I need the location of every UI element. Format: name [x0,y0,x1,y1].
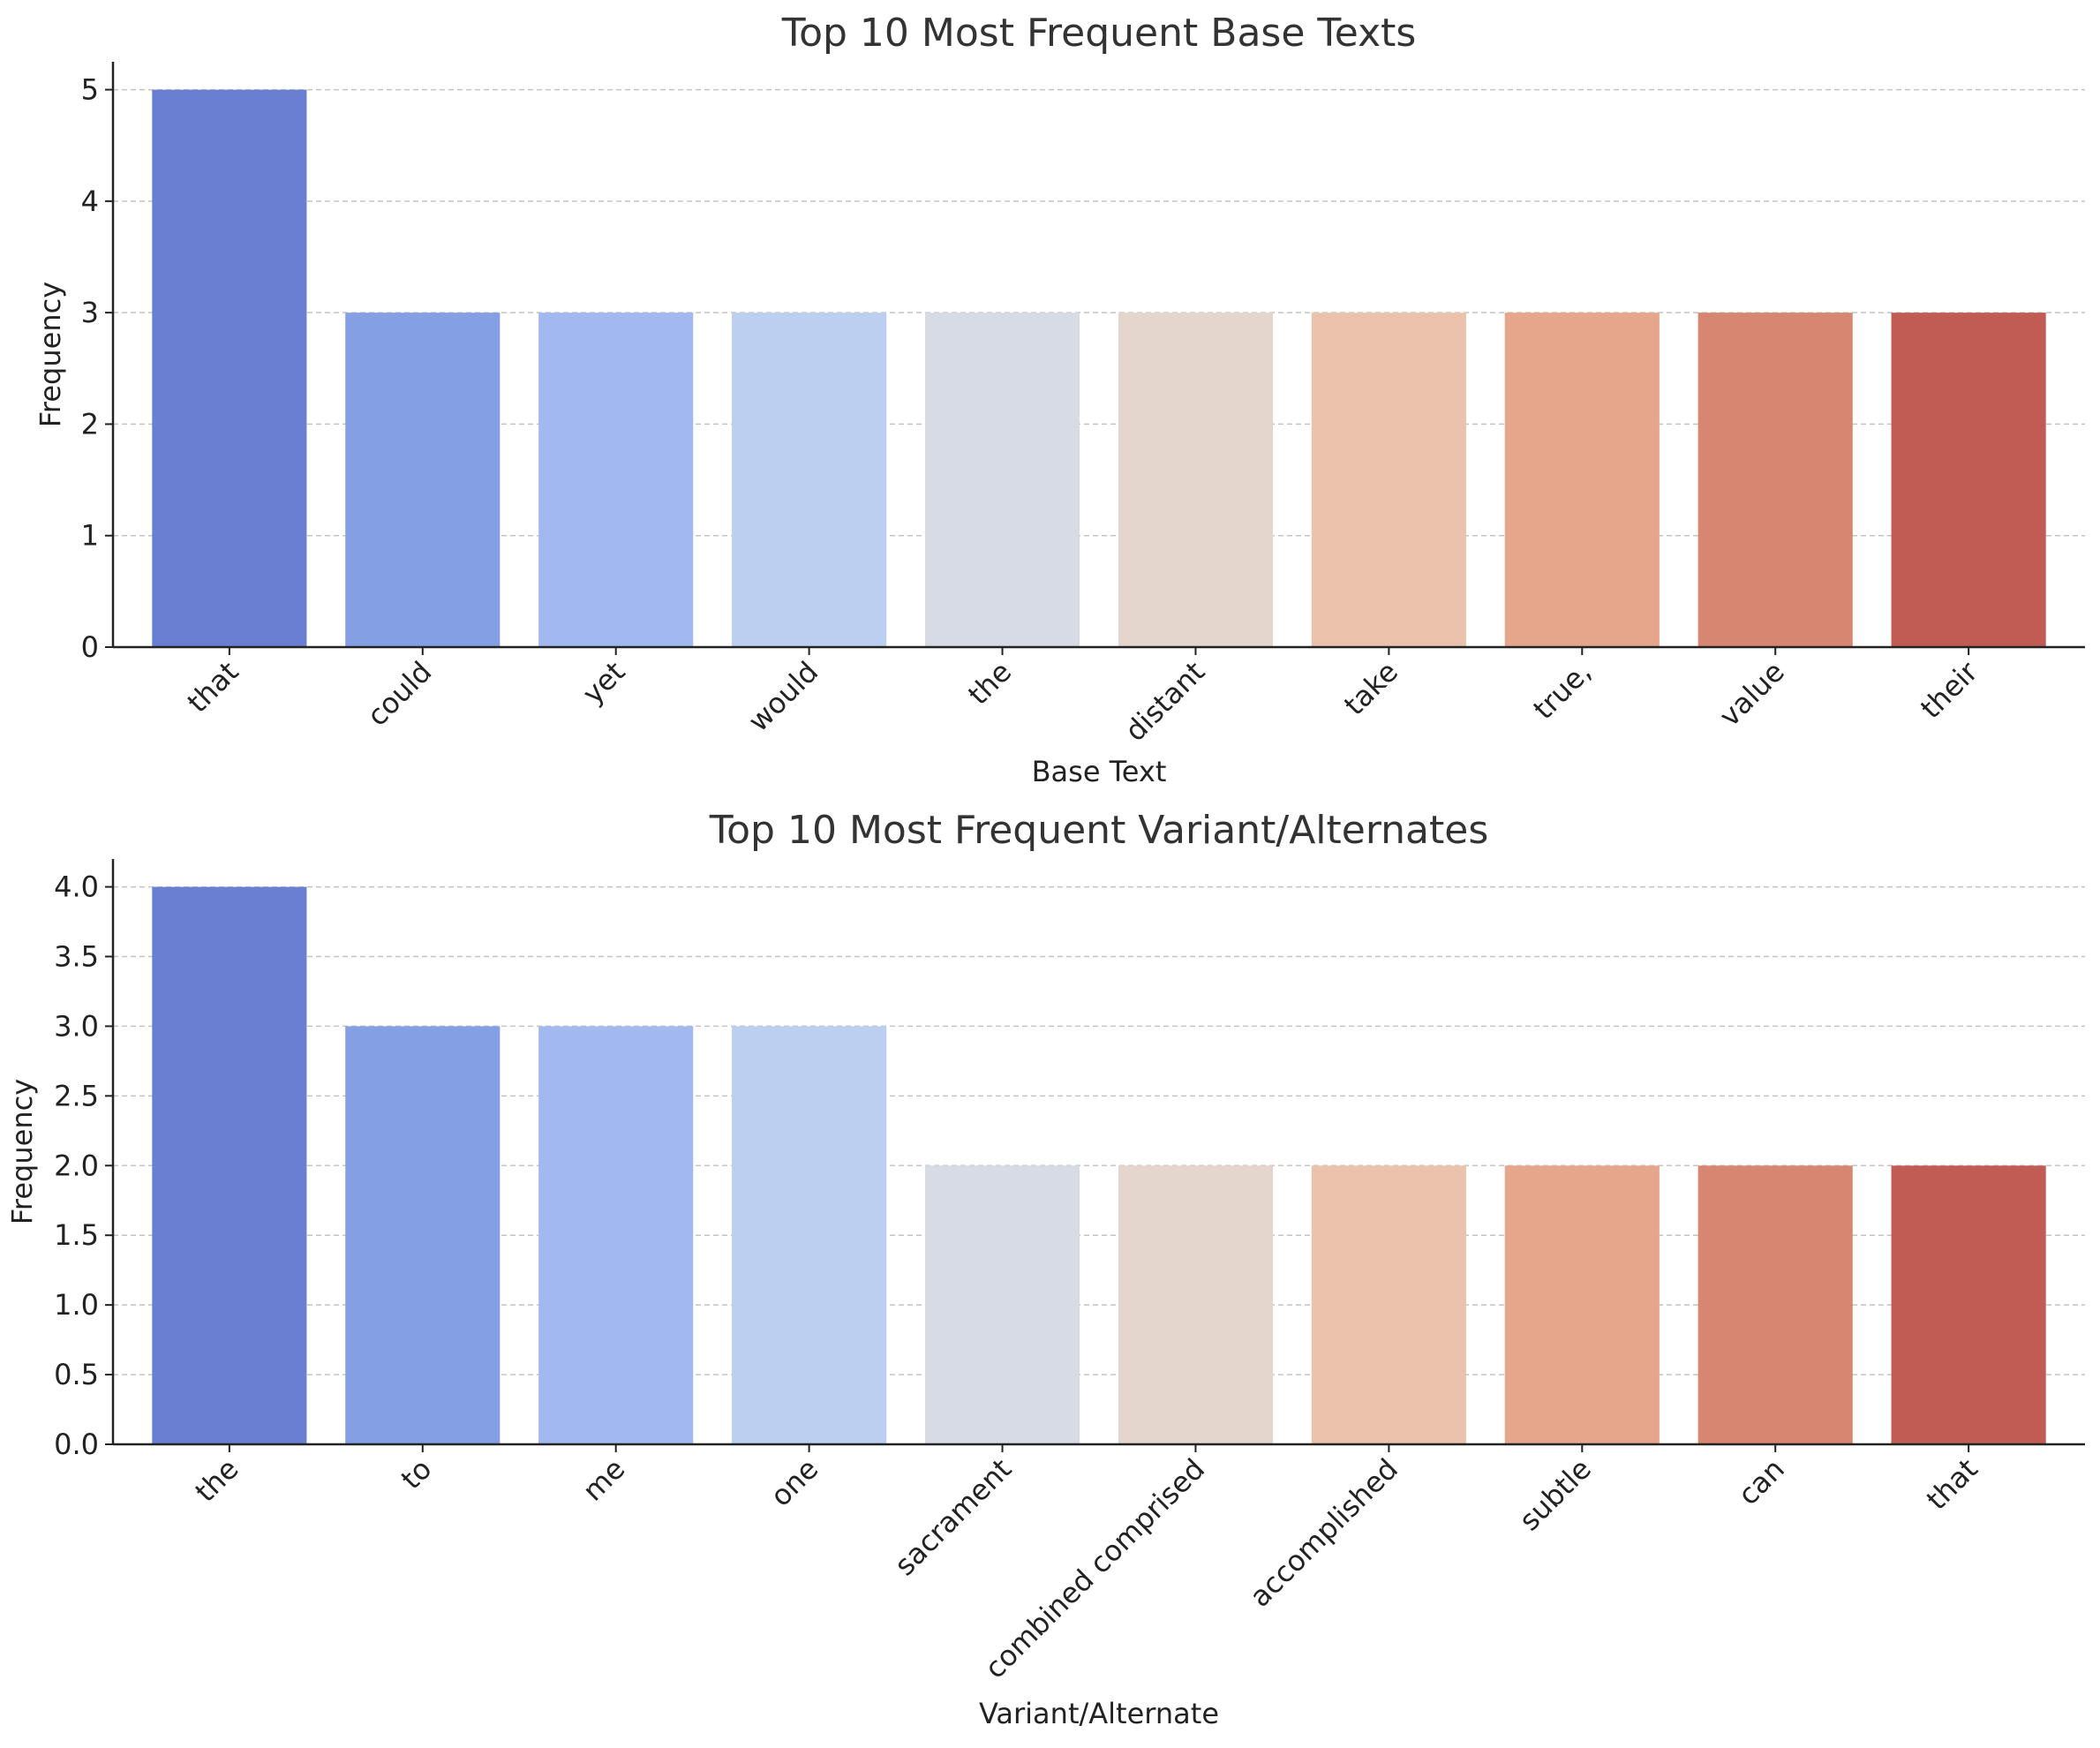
bar-can [1697,1165,1853,1444]
bar-value [1697,313,1853,647]
chart-title: Top 10 Most Frequent Variant/Alternates [709,808,1489,853]
bar-me [538,1026,694,1444]
x-tick-label: one [764,1452,824,1513]
y-tick-label: 1.5 [54,1218,99,1252]
y-tick-label: 1.0 [54,1288,99,1322]
x-tick-label: take [1337,655,1404,722]
x-tick-label: could [360,655,438,733]
x-tick-label: to [395,1452,439,1496]
y-tick-label: 3 [81,296,99,329]
bar-that [1891,1165,2046,1444]
x-axis-label: Variant/Alternate [979,1697,1219,1730]
bar-their [1891,313,2046,647]
bar-that [152,89,307,648]
y-tick-label: 0 [81,630,99,664]
x-tick-label: accomplished [1243,1452,1404,1614]
y-tick-label: 0.5 [54,1358,99,1391]
x-tick-label: true, [1526,655,1597,726]
y-tick-label: 4.0 [54,870,99,904]
y-tick-label: 3.0 [54,1009,99,1043]
bar-to [345,1026,501,1444]
x-tick-label: sacrament [888,1452,1018,1582]
bar-yet [538,313,694,647]
x-tick-label: can [1731,1452,1791,1512]
x-tick-label: would [741,655,824,738]
y-tick-label: 3.5 [54,940,99,974]
x-tick-label: combined comprised [978,1452,1211,1685]
x-tick-label: the [189,1452,245,1509]
bar-would [732,313,887,647]
x-tick-label: yet [576,655,631,711]
x-tick-label: that [181,655,245,720]
bar-could [345,313,501,647]
bar-accomplished [1311,1165,1466,1444]
bar-one [732,1026,887,1444]
x-tick-label: that [1920,1452,1984,1517]
x-tick-label: value [1712,655,1791,734]
x-axis-label: Base Text [1032,755,1167,788]
y-tick-label: 1 [81,519,99,553]
bar-subtle [1504,1165,1660,1444]
bar-the [152,886,307,1444]
bar-sacrament [924,1165,1080,1444]
bar-distant [1118,313,1274,647]
x-tick-label: their [1914,654,1984,725]
bar-true [1504,313,1660,647]
y-tick-label: 2 [81,407,99,441]
chart-2: 0.0 0.5 1.0 1.5 2.0 2.5 3.0 3.5 4.0 the to me one sac… [5,808,2085,1730]
y-tick-label: 5 [81,73,99,107]
chart-title: Top 10 Most Frequent Base Texts [781,11,1417,56]
x-tick-label: distant [1118,655,1211,748]
bar-the [924,313,1080,647]
y-tick-label: 4 [81,185,99,218]
y-tick-label: 2.5 [54,1079,99,1112]
x-tick-label: the [961,655,1018,712]
chart-1: 0 1 2 3 4 5 that could yet would the distant take tru… [34,11,2085,788]
y-tick-label: 2.0 [54,1149,99,1182]
y-axis-label: Frequency [34,282,67,427]
y-axis-label: Frequency [5,1079,39,1224]
x-tick-label: subtle [1513,1452,1598,1537]
bar-combined-comprised [1118,1165,1274,1444]
y-tick-label: 0.0 [54,1428,99,1461]
bar-take [1311,313,1466,647]
x-tick-label: me [576,1452,632,1508]
